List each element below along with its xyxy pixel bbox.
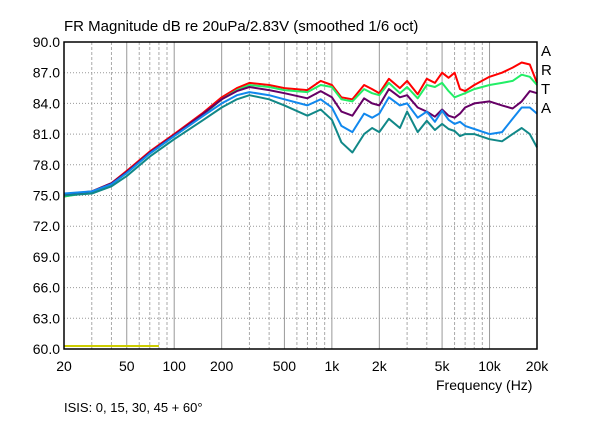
x-tick-label: 20 <box>56 358 72 374</box>
plot-border <box>63 41 538 350</box>
arta-letter: R <box>541 62 552 79</box>
y-tick-label: 60.0 <box>33 341 60 357</box>
series-line-30deg <box>63 86 538 196</box>
y-tick-label: 81.0 <box>33 126 60 142</box>
series-line-60deg <box>63 94 538 197</box>
y-tick-label: 69.0 <box>33 249 60 265</box>
y-tick-label: 66.0 <box>33 280 60 296</box>
y-tick-label: 72.0 <box>33 218 60 234</box>
arta-letter: T <box>541 81 551 98</box>
x-tick-label: 500 <box>273 358 297 374</box>
arta-letter: A <box>541 100 552 117</box>
y-tick-label: 78.0 <box>33 157 60 173</box>
x-tick-label: 100 <box>163 358 187 374</box>
x-tick-label: 1k <box>324 358 340 374</box>
y-tick-label: 84.0 <box>33 95 60 111</box>
x-tick-label: 50 <box>119 358 135 374</box>
x-tick-label: 5k <box>435 358 451 374</box>
x-tick-label: 10k <box>478 358 502 374</box>
series-line-45deg <box>63 91 538 195</box>
x-axis-label: Frequency (Hz) <box>436 377 533 393</box>
y-tick-label: 63.0 <box>33 310 60 326</box>
arta-letter: A <box>541 43 552 60</box>
arta-logo: A R T A <box>541 42 553 118</box>
chart-title: FR Magnitude dB re 20uPa/2.83V (smoothed… <box>64 18 419 35</box>
y-tick-label: 87.0 <box>33 65 60 81</box>
x-tick-label: 2k <box>372 358 388 374</box>
series-line-15deg <box>63 73 538 198</box>
x-tick-label: 200 <box>210 358 234 374</box>
series-line-0deg <box>63 61 538 198</box>
x-tick-label: 20k <box>526 358 550 374</box>
annotation: ISIS: 0, 15, 30, 45 + 60° <box>64 400 203 415</box>
y-tick-label: 90.0 <box>33 34 60 50</box>
y-tick-label: 75.0 <box>33 188 60 204</box>
